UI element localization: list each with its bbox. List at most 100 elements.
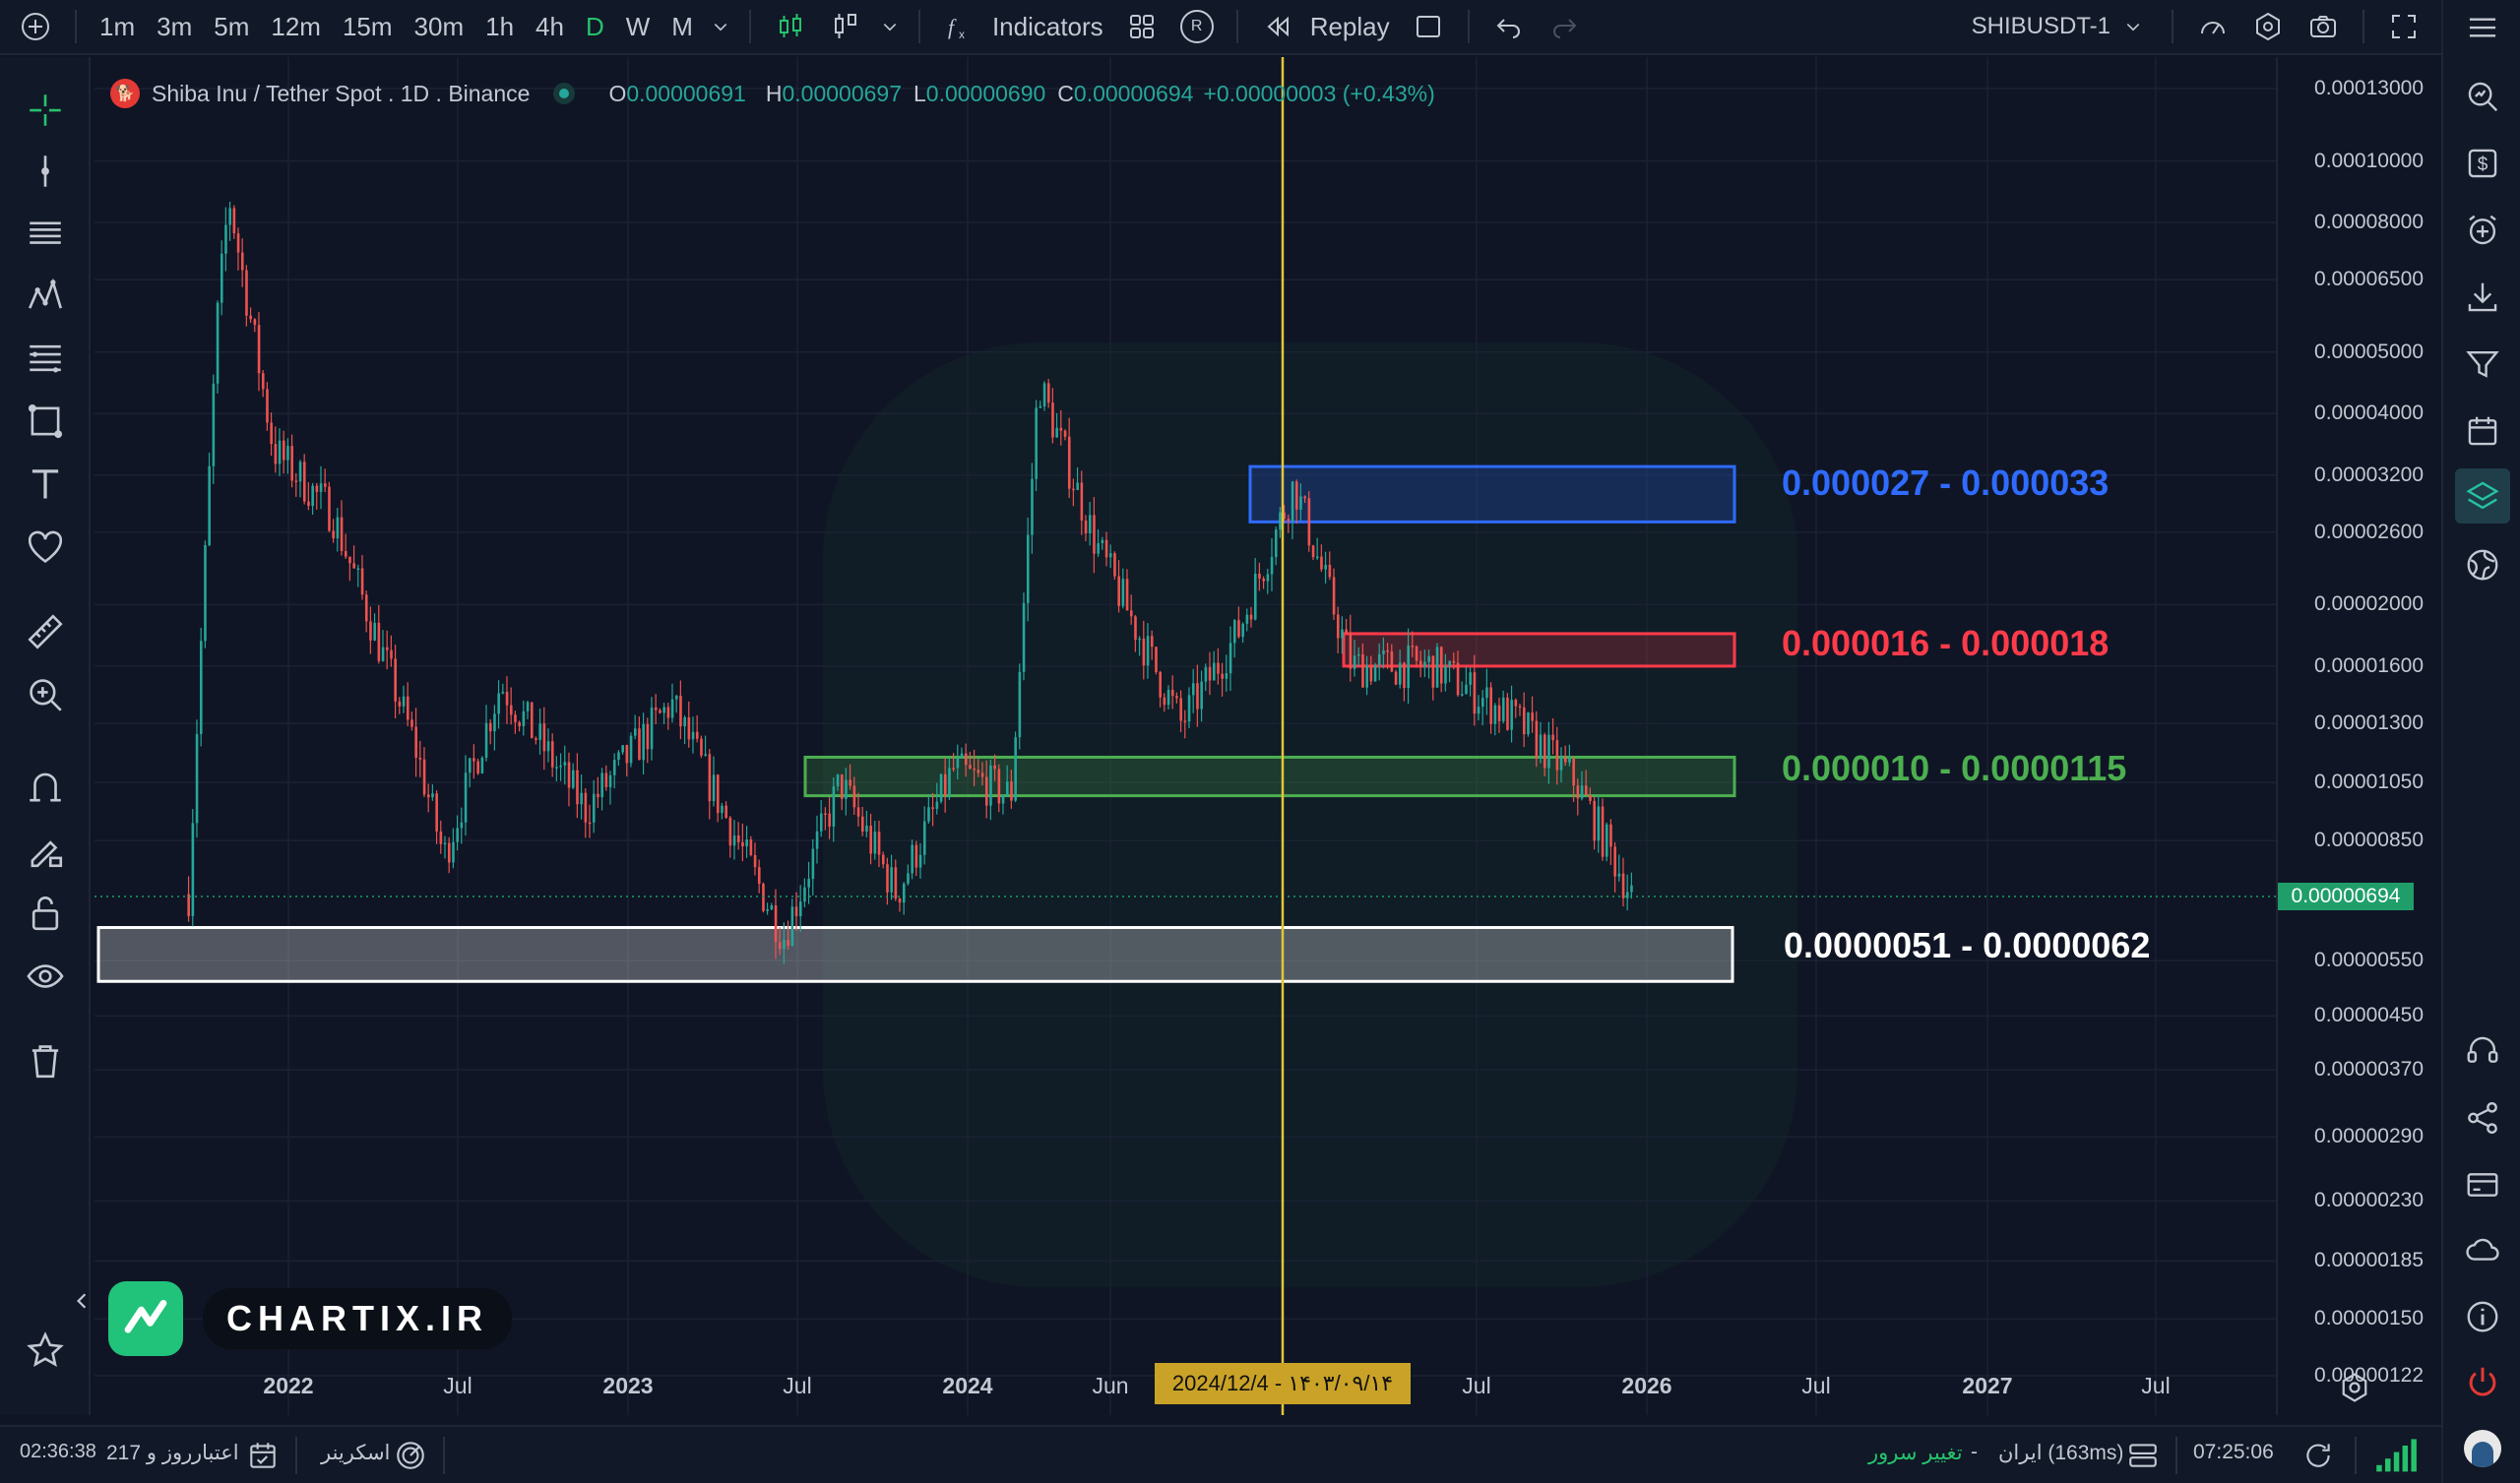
credit-card-icon[interactable]: [2455, 1157, 2510, 1212]
candles-icon[interactable]: [769, 5, 812, 48]
low-value: 0.00000690: [925, 80, 1046, 106]
candle-body: [869, 826, 872, 854]
interval-30m[interactable]: 30m: [413, 11, 465, 41]
server-icon[interactable]: [2126, 1439, 2160, 1472]
screener-button[interactable]: اسکرینر: [321, 1442, 391, 1464]
camera-icon[interactable]: [2301, 5, 2345, 48]
indicators-button[interactable]: Indicators: [991, 11, 1103, 41]
candle-body: [1506, 697, 1509, 730]
settings-hex-icon[interactable]: [2246, 5, 2290, 48]
chevron-down-icon[interactable]: [2120, 5, 2146, 48]
share-icon[interactable]: [2455, 1090, 2510, 1145]
interval-1h[interactable]: 1h: [485, 11, 515, 41]
interval-1m[interactable]: 1m: [99, 11, 136, 41]
rewind-icon[interactable]: [1256, 5, 1299, 48]
speedometer-icon[interactable]: [2191, 5, 2235, 48]
pencil-lock-icon[interactable]: [22, 827, 69, 874]
replay-button[interactable]: Replay: [1309, 11, 1390, 41]
text-tool-icon[interactable]: [22, 461, 69, 508]
chart-settings-icon[interactable]: [2337, 1370, 2372, 1405]
redo-icon[interactable]: [1543, 5, 1586, 48]
interval-w[interactable]: W: [625, 11, 651, 41]
refresh-icon[interactable]: [2301, 1439, 2335, 1472]
calendar-icon[interactable]: [2455, 403, 2510, 459]
time-tick-label: 2024: [942, 1373, 993, 1398]
horizontal-lines-icon[interactable]: [22, 209, 69, 256]
candle-body: [1630, 885, 1633, 893]
candle-body: [1477, 707, 1480, 714]
candle-body: [1196, 683, 1199, 710]
chart-pane[interactable]: [94, 57, 2276, 1415]
change-server-button[interactable]: تغییر سرور: [1868, 1442, 1963, 1464]
candle-body: [1084, 520, 1088, 534]
r-badge-button[interactable]: R: [1175, 5, 1219, 48]
radar-icon[interactable]: [394, 1439, 427, 1472]
zoom-in-icon[interactable]: [22, 671, 69, 718]
search-chart-icon[interactable]: [2455, 69, 2510, 124]
magnet-icon[interactable]: [22, 764, 69, 811]
candle-body: [385, 647, 389, 650]
rectangle-tool-icon[interactable]: [22, 398, 69, 445]
lock-icon[interactable]: [22, 890, 69, 937]
layers-icon[interactable]: [2455, 468, 2510, 524]
candle-body: [1456, 662, 1460, 696]
interval-15m[interactable]: 15m: [342, 11, 393, 41]
crosshair-icon[interactable]: [22, 87, 69, 134]
trash-icon[interactable]: [22, 1037, 69, 1084]
interval-5m[interactable]: 5m: [214, 11, 250, 41]
trend-line-icon[interactable]: [22, 148, 69, 195]
info-icon[interactable]: [2455, 1289, 2510, 1344]
power-icon[interactable]: [2455, 1354, 2510, 1409]
candle-body: [890, 867, 893, 893]
avatar[interactable]: [2455, 1421, 2510, 1476]
interval-12m[interactable]: 12m: [271, 11, 321, 41]
download-icon[interactable]: [2455, 270, 2510, 325]
fullscreen-icon[interactable]: [2382, 5, 2426, 48]
divider: [1467, 10, 1470, 43]
support-headset-icon[interactable]: [2455, 1023, 2510, 1079]
square-icon[interactable]: [1407, 5, 1450, 48]
price-chart[interactable]: [94, 57, 2276, 1415]
globe-icon[interactable]: [2455, 537, 2510, 592]
alarm-icon[interactable]: [2455, 203, 2510, 258]
symbol-label[interactable]: SHIBUSDT-1: [1971, 13, 2110, 39]
pattern-icon[interactable]: [22, 272, 69, 319]
candle-body: [369, 621, 372, 641]
candle-body: [216, 302, 220, 384]
candle-body: [1217, 662, 1220, 674]
star-icon[interactable]: [22, 1327, 69, 1374]
menu-icon[interactable]: [2455, 0, 2510, 55]
undo-icon[interactable]: [1487, 5, 1531, 48]
candle-body: [907, 873, 910, 884]
price-axis[interactable]: 0.00013000 0.00010000 0.00008000 0.00006500…: [2276, 57, 2439, 1415]
legend-title[interactable]: Shiba Inu / Tether Spot . 1D . Binance: [152, 80, 531, 106]
eye-icon[interactable]: [22, 953, 69, 1000]
chevron-down-icon[interactable]: [708, 5, 733, 48]
add-symbol-icon[interactable]: [14, 5, 57, 48]
interval-3m[interactable]: 3m: [157, 11, 193, 41]
fib-levels-icon[interactable]: [22, 335, 69, 382]
time-tick-label: Jul: [1801, 1373, 1831, 1398]
server-status: ایران (163ms): [1998, 1442, 2124, 1464]
cloud-icon[interactable]: [2455, 1222, 2510, 1277]
candle-body: [770, 905, 774, 910]
heart-icon[interactable]: [22, 524, 69, 571]
candle-body: [332, 530, 335, 538]
chart-type-icon[interactable]: [824, 5, 867, 48]
filter-icon[interactable]: [2455, 337, 2510, 392]
candle-body: [1584, 785, 1588, 796]
interval-4h[interactable]: 4h: [536, 11, 564, 41]
timer-text: 02:36:38: [20, 1441, 96, 1462]
ruler-icon[interactable]: [22, 608, 69, 655]
candle-body: [642, 723, 645, 761]
candle-body: [1067, 436, 1071, 489]
layout-grid-icon[interactable]: [1120, 5, 1164, 48]
candle-body: [426, 794, 430, 798]
collapse-panel-icon[interactable]: [73, 1277, 91, 1325]
chevron-down-icon[interactable]: [877, 5, 903, 48]
calendar-check-icon[interactable]: [246, 1439, 280, 1472]
interval-m-month[interactable]: M: [671, 11, 693, 41]
dollar-icon[interactable]: $: [2455, 136, 2510, 191]
interval-d[interactable]: D: [585, 11, 604, 41]
